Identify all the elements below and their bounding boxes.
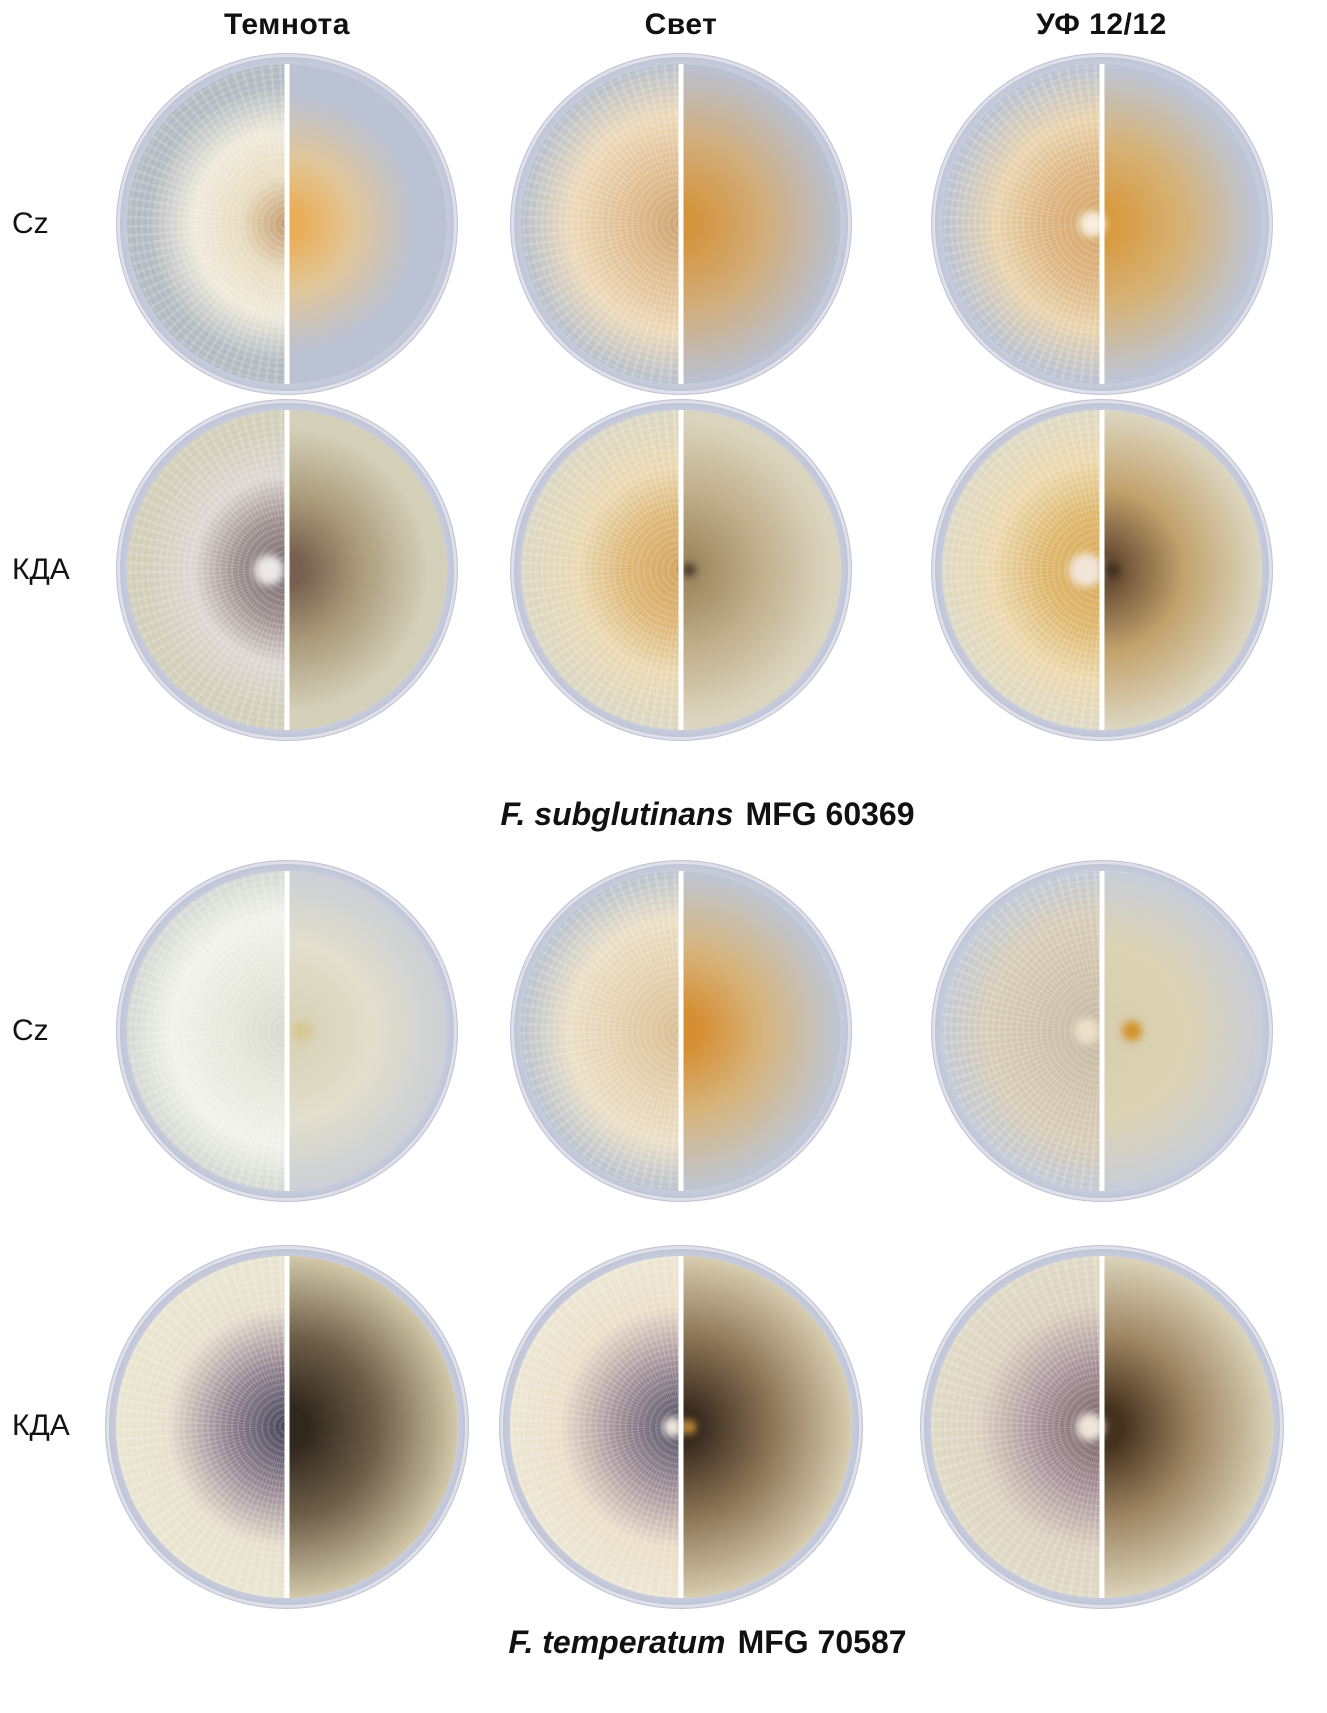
colony-center-dot [1075,1413,1104,1441]
strain-code: MFG 70587 [737,1624,907,1660]
dish-cell [88,52,486,396]
dish-cell [876,1206,1327,1608]
caption-spacer [0,1606,88,1713]
dish-well [521,410,841,730]
species-name: F. subglutinans [500,796,734,832]
dish-divider [678,1256,684,1598]
reverse-half-photo [287,410,447,730]
obverse-half-photo [127,871,287,1191]
petri-dish-temperatum-cz-light [511,861,851,1201]
colony-center-dot [254,555,284,585]
dish-well [116,1256,458,1598]
dish-well [127,871,447,1191]
dish-cell [876,396,1327,744]
dish-well [941,410,1262,730]
reverse-half-photo [287,64,447,384]
petri-dish-subglutinans-kda-dark [117,400,457,740]
obverse-half-photo [127,64,287,384]
petri-dish-subglutinans-kda-light [511,400,851,740]
reverse-half-photo [681,1256,852,1598]
dish-divider [1099,871,1104,1191]
dish-cell [88,396,486,744]
species-name: F. temperatum [508,1624,726,1660]
petri-dish-subglutinans-cz-light [511,54,851,394]
dish-divider [678,410,684,730]
obverse-half-photo [116,1256,287,1598]
colony-center-dot [682,563,696,577]
petri-dish-subglutinans-cz-uv [931,54,1272,394]
reverse-half-photo [1101,64,1262,384]
dish-well [521,64,841,384]
petri-dish-temperatum-kda-uv [920,1246,1283,1608]
dish-cell [88,856,486,1206]
caption-f-temperatum: F. temperatum MFG 70587 [88,1606,1327,1713]
reverse-half-photo [1101,410,1262,730]
colony-center-dot [682,1420,696,1434]
dish-divider [284,1256,290,1598]
colony-center-dot [1103,562,1120,578]
dish-divider [1099,64,1104,384]
dish-cell [486,1206,876,1608]
dish-divider [678,871,684,1191]
caption-f-subglutinans: F. subglutinans MFG 60369 [88,744,1327,856]
reverse-half-photo [681,871,841,1191]
petri-dish-temperatum-cz-uv [931,861,1272,1201]
strain-code: MFG 60369 [745,796,915,832]
dish-divider [1099,1256,1104,1598]
obverse-half-photo [521,410,681,730]
dish-well [941,871,1262,1191]
obverse-half-photo [510,1256,681,1598]
obverse-half-photo [941,64,1102,384]
dish-well [127,410,447,730]
obverse-half-photo [521,64,681,384]
petri-dish-temperatum-cz-dark [117,861,457,1201]
obverse-half-photo [930,1256,1102,1598]
dish-cell [486,52,876,396]
caption-spacer [0,744,88,856]
dish-cell [876,856,1327,1206]
dish-well [941,64,1262,384]
reverse-half-photo [287,871,447,1191]
row-label-medium-kda-2: КДА [12,1409,70,1442]
column-header-darkness: Темнота [224,8,350,41]
colony-center-dot [1121,1021,1142,1041]
dish-well [510,1256,852,1598]
dish-divider [1099,410,1104,730]
colony-center-dot [1073,1018,1100,1044]
header-spacer [0,0,88,52]
dish-divider [678,64,684,384]
obverse-half-photo [521,871,681,1191]
row-label-medium-kda-1: КДА [12,553,70,586]
dish-cell [876,52,1327,396]
column-header-light: Свет [644,8,718,41]
reverse-half-photo [681,64,841,384]
dish-cell [88,1206,486,1608]
row-label-medium-cz-1: Cz [12,207,49,240]
dish-divider [284,64,290,384]
petri-dish-temperatum-kda-light [500,1246,862,1608]
dish-divider [284,871,290,1191]
dish-well [521,871,841,1191]
reverse-half-photo [681,410,841,730]
reverse-half-photo [1101,1256,1273,1598]
dish-divider [284,410,290,730]
reverse-half-photo [287,1256,458,1598]
petri-dish-subglutinans-kda-uv [931,400,1272,740]
dish-well [127,64,447,384]
colony-center-dot [1068,553,1103,587]
petri-dish-subglutinans-cz-dark [117,54,457,394]
column-header-uv: УФ 12/12 [1036,8,1167,41]
petri-dish-temperatum-kda-dark [106,1246,468,1608]
colony-center-dot [292,1021,312,1041]
dish-cell [486,396,876,744]
dish-cell [486,856,876,1206]
dish-well [930,1256,1273,1598]
colony-center-dot [663,1417,683,1437]
row-label-medium-cz-2: Cz [12,1014,49,1047]
